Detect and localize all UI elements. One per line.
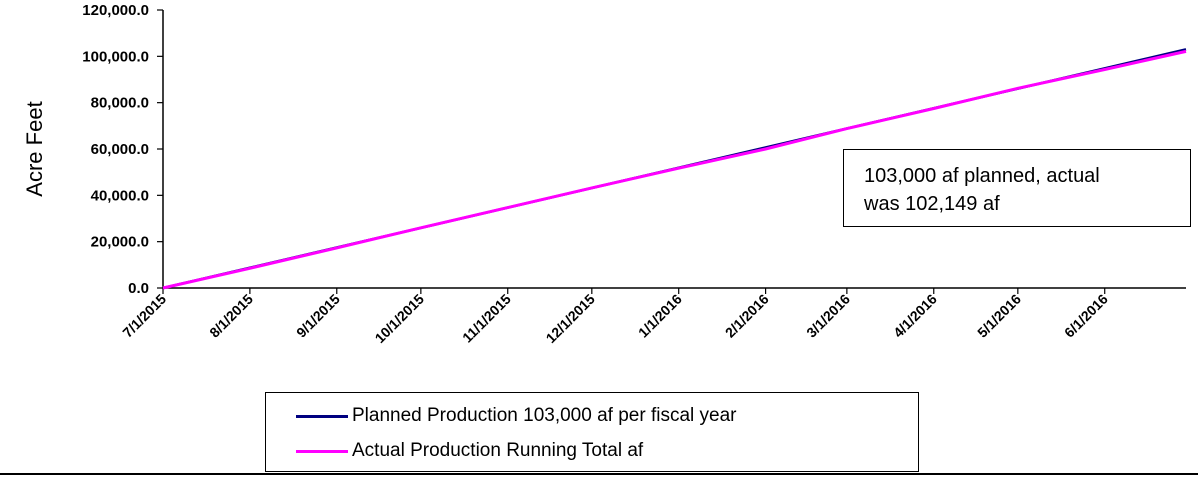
y-tick-label: 0.0 (128, 280, 149, 297)
legend-label-planned: Planned Production 103,000 af per fiscal… (352, 405, 737, 426)
legend-swatch-planned (296, 414, 348, 418)
y-tick-label: 80,000.0 (91, 95, 149, 112)
x-tick-label: 6/1/2016 (1061, 291, 1111, 341)
x-tick-label: 12/1/2015 (543, 291, 599, 347)
legend: Planned Production 103,000 af per fiscal… (265, 392, 919, 472)
x-tick-label: 3/1/2016 (803, 291, 853, 341)
x-tick-label: 11/1/2015 (459, 291, 514, 346)
series-lines (162, 48, 1187, 290)
x-tick-label: 8/1/2015 (206, 291, 256, 341)
x-axis-ticks: 7/1/2015 8/1/2015 9/1/2015 10/1/2015 11/1/20… (119, 288, 1111, 346)
x-tick-label: 5/1/2016 (974, 291, 1024, 341)
annotation-line-1: 103,000 af planned, actual (864, 165, 1100, 187)
x-tick-label: 1/1/2016 (635, 291, 685, 341)
x-tick-label: 2/1/2016 (722, 291, 772, 341)
annotation-box: 103,000 af planned, actual was 102,149 a… (843, 149, 1191, 227)
x-tick-label: 10/1/2015 (372, 291, 428, 347)
series-actual-line (162, 49, 1187, 290)
axes (162, 10, 1186, 289)
legend-label-actual: Actual Production Running Total af (352, 440, 644, 461)
annotation-line-2: was 102,149 af (864, 193, 1000, 215)
x-tick-label: 4/1/2016 (890, 291, 940, 341)
legend-item-actual: Actual Production Running Total af (296, 439, 643, 463)
y-axis-label: Acre Feet (22, 101, 47, 196)
y-tick-label: 40,000.0 (91, 187, 149, 204)
legend-item-planned: Planned Production 103,000 af per fiscal… (296, 404, 736, 428)
y-tick-label: 120,000.0 (82, 2, 149, 19)
y-tick-label: 100,000.0 (82, 48, 149, 65)
x-tick-label: 9/1/2015 (293, 291, 343, 341)
y-tick-label: 20,000.0 (91, 234, 149, 251)
bottom-border (0, 473, 1198, 475)
x-tick-label: 7/1/2015 (119, 291, 169, 341)
y-axis-ticks: 0.0 20,000.0 40,000.0 60,000.0 80,000.0 100,0… (82, 2, 163, 297)
legend-swatch-actual (296, 449, 348, 453)
y-tick-label: 60,000.0 (91, 141, 149, 158)
